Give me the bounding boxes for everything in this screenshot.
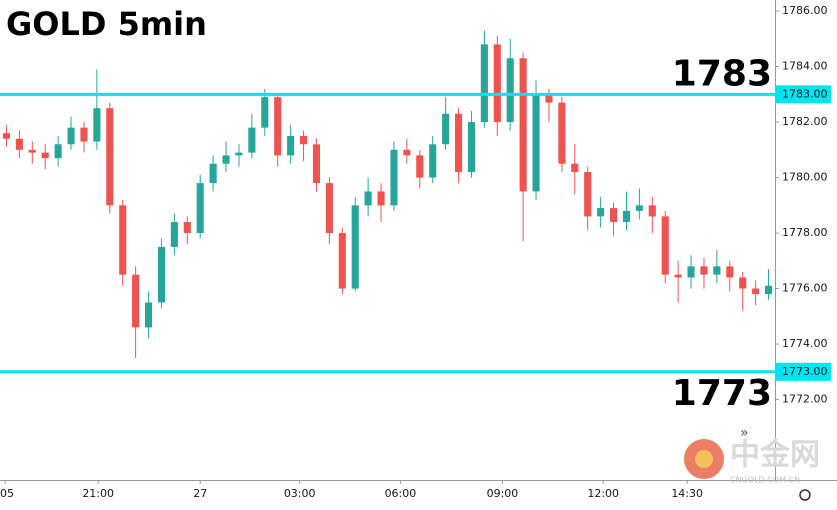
candle-body [506, 58, 514, 123]
y-tick-label: 1774.00 [782, 337, 828, 350]
candle-body [41, 152, 49, 159]
x-tick-label: 14:30 [671, 487, 703, 500]
candle-body [338, 233, 346, 289]
candle-body [739, 277, 747, 289]
scroll-icon[interactable]: » [740, 425, 749, 441]
watermark: 中金网 CNGOLD.COM.CN [684, 438, 820, 485]
level-label-box [775, 85, 831, 104]
y-tick-label: 1772.00 [782, 393, 828, 406]
candle-body [364, 191, 372, 206]
candle-body [235, 152, 243, 156]
candle-body [467, 122, 476, 173]
candle-body [442, 113, 450, 145]
candle-body [312, 144, 321, 184]
candle-body [713, 266, 721, 275]
candle-body [584, 172, 592, 217]
candle-body [299, 135, 308, 145]
candle-body [700, 266, 708, 275]
candle-body [764, 285, 773, 295]
candle-body [209, 163, 217, 184]
candle-body [726, 266, 734, 278]
candle-body [287, 135, 295, 156]
candle-body [119, 205, 127, 275]
candle-body [416, 155, 424, 178]
watermark-name: 中金网 [730, 438, 820, 473]
settings-icon[interactable] [799, 489, 811, 501]
candle-body [157, 246, 166, 303]
candle-body [2, 133, 11, 139]
candle-body [170, 221, 178, 247]
y-tick-label: 1780.00 [782, 171, 828, 184]
candle-body [28, 149, 36, 153]
candle-body [54, 144, 62, 159]
y-tick-label: 1778.00 [782, 226, 828, 239]
x-tick-label: 12:00 [587, 487, 619, 500]
candle-body [609, 208, 618, 222]
candle-body [480, 44, 488, 123]
candle-body [15, 138, 23, 150]
candle-body [274, 97, 282, 156]
candle-body [493, 44, 501, 123]
candle-body [196, 183, 204, 234]
candle-body [377, 191, 385, 206]
candle-body [545, 94, 553, 103]
y-tick-label: 1782.00 [782, 115, 828, 128]
x-tick-label: 06:00 [385, 487, 417, 500]
candle-body [622, 210, 631, 222]
candle-body [248, 127, 256, 153]
watermark-site: CNGOLD.COM.CN [730, 476, 800, 485]
y-tick-label: 1776.00 [782, 282, 828, 295]
x-tick-label: 09:00 [487, 487, 519, 500]
candle-body [325, 183, 333, 234]
y-tick-label: 1786.00 [782, 4, 828, 17]
candle-body [93, 108, 101, 142]
candle-body [519, 58, 527, 192]
candle-body [454, 113, 463, 173]
candle-body [80, 127, 88, 142]
candle-body [390, 149, 398, 206]
x-tick-label: 27 [193, 487, 207, 500]
candle-body [261, 97, 269, 128]
candle-body [558, 102, 566, 164]
level-annotation: 1783 [672, 53, 772, 94]
candle-body [67, 127, 75, 145]
candle-body [403, 149, 411, 156]
x-tick-label: :05 [0, 487, 14, 500]
y-tick-label: 1784.00 [782, 60, 828, 73]
candle-body [648, 205, 656, 217]
candle-body [532, 94, 540, 192]
x-tick-label: 03:00 [284, 487, 316, 500]
candle-body [752, 288, 760, 295]
candle-body [597, 208, 605, 217]
candle-body [635, 205, 643, 211]
level-label: 1773.00 [782, 365, 828, 378]
candle-body [222, 155, 230, 164]
candle-body [144, 302, 153, 328]
level-label: 1783.00 [782, 87, 828, 100]
candle-body [132, 274, 140, 328]
level-annotation: 1773 [672, 373, 772, 414]
candle-body [661, 216, 669, 275]
candle-body [571, 163, 579, 173]
x-tick-label: 21:00 [82, 487, 114, 500]
candle-body [351, 205, 359, 289]
candle-body [687, 266, 695, 278]
candle-body [429, 144, 437, 178]
level-label-box [775, 362, 831, 381]
watermark-logo-inner [695, 450, 713, 468]
candle-body [106, 108, 114, 206]
chart-title: GOLD 5min [6, 5, 207, 43]
candle-body [183, 221, 191, 234]
candle-body [674, 274, 682, 278]
